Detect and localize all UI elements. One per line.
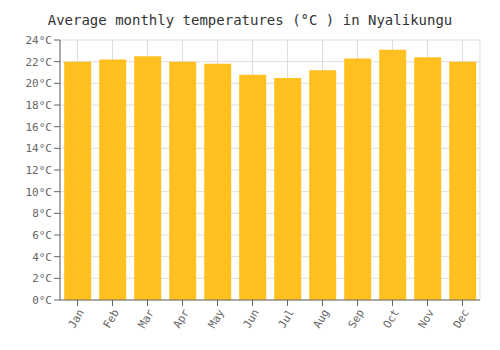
svg-text:24°C: 24°C: [26, 34, 53, 47]
svg-text:Sep: Sep: [346, 307, 367, 331]
svg-text:4°C: 4°C: [32, 251, 52, 264]
svg-text:Aug: Aug: [311, 307, 332, 331]
svg-text:18°C: 18°C: [26, 99, 53, 112]
svg-text:May: May: [206, 307, 227, 331]
svg-text:Feb: Feb: [101, 307, 122, 331]
svg-text:0°C: 0°C: [32, 294, 52, 307]
svg-text:2°C: 2°C: [32, 272, 52, 285]
svg-text:Dec: Dec: [451, 307, 472, 331]
svg-text:14°C: 14°C: [26, 142, 53, 155]
svg-text:10°C: 10°C: [26, 186, 53, 199]
svg-text:Jul: Jul: [276, 307, 297, 331]
svg-text:16°C: 16°C: [26, 121, 53, 134]
svg-text:Oct: Oct: [381, 307, 402, 331]
svg-text:20°C: 20°C: [26, 77, 53, 90]
svg-text:Apr: Apr: [171, 307, 192, 331]
svg-text:Jan: Jan: [66, 307, 87, 331]
html-text:Average monthly temperatures (: Average monthly temperatures (°C ) in Ny…: [47, 12, 453, 28]
svg-text:Mar: Mar: [136, 307, 157, 331]
svg-text:6°C: 6°C: [32, 229, 52, 242]
svg-text:22°C: 22°C: [26, 56, 53, 69]
svg-text:8°C: 8°C: [32, 207, 52, 220]
svg-text:12°C: 12°C: [26, 164, 53, 177]
svg-text:Nov: Nov: [416, 307, 437, 331]
svg-text:Jun: Jun: [241, 307, 262, 331]
